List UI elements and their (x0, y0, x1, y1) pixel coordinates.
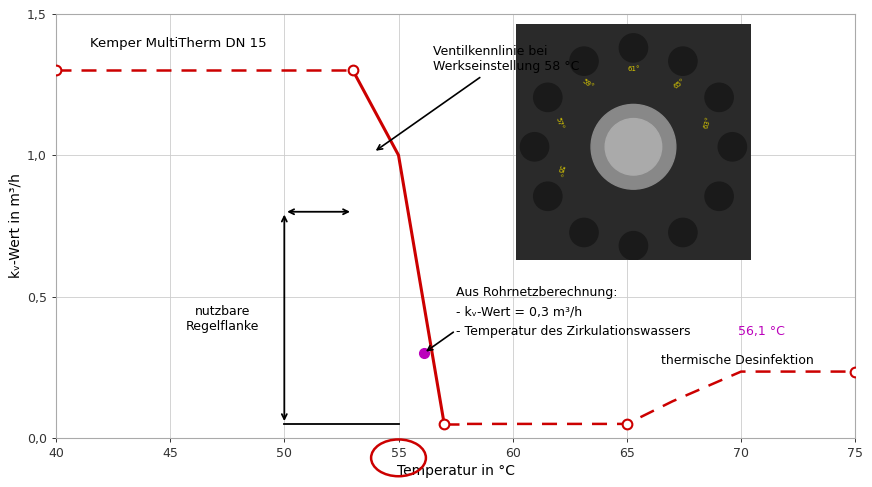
X-axis label: Temperatur in °C: Temperatur in °C (397, 464, 514, 478)
Text: Kemper MultiTherm DN 15: Kemper MultiTherm DN 15 (90, 37, 267, 50)
Text: - Temperatur des Zirkulationswassers: - Temperatur des Zirkulationswassers (455, 325, 694, 338)
Text: Aus Rohrnetzberechnung:: Aus Rohrnetzberechnung: (455, 286, 617, 299)
Text: thermische Desinfektion: thermische Desinfektion (661, 354, 814, 367)
Y-axis label: kᵥ-Wert in m³/h: kᵥ-Wert in m³/h (9, 173, 23, 279)
Text: 56,1 °C: 56,1 °C (738, 325, 785, 338)
Text: - kᵥ-Wert = 0,3 m³/h: - kᵥ-Wert = 0,3 m³/h (455, 306, 582, 318)
Text: Ventilkennlinie bei
Werkseinstellung 58 °C: Ventilkennlinie bei Werkseinstellung 58 … (378, 45, 579, 150)
Text: nutzbare
Regelflanke: nutzbare Regelflanke (186, 305, 259, 333)
